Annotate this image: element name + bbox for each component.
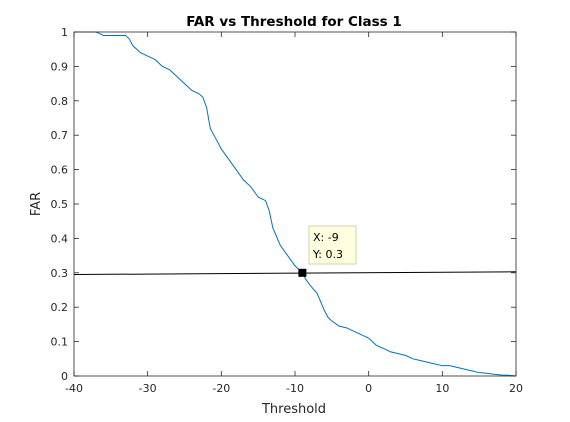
x-axis-label: Threshold xyxy=(261,402,326,417)
datatip[interactable]: X: -9 Y: 0.3 xyxy=(298,225,357,277)
y-tick-label: 0 xyxy=(61,370,68,383)
x-axis: -40 -30 -20 -10 0 10 20 xyxy=(65,32,523,395)
y-tick-label: 0.1 xyxy=(51,336,69,349)
y-tick-label: 0.3 xyxy=(51,267,69,280)
y-tick-label: 0.7 xyxy=(51,129,69,142)
y-tick-label: 0.4 xyxy=(51,232,69,245)
chart-title: FAR vs Threshold for Class 1 xyxy=(186,14,402,30)
y-tick-label: 0.9 xyxy=(51,60,69,73)
x-tick-label: 0 xyxy=(365,382,372,395)
x-tick-label: -20 xyxy=(212,382,230,395)
datatip-box xyxy=(308,225,357,265)
x-tick-label: -10 xyxy=(286,382,304,395)
series-line-2 xyxy=(73,271,517,276)
datatip-x-text: X: -9 xyxy=(313,231,339,244)
y-axis-label: FAR xyxy=(29,192,44,216)
y-tick-label: 1 xyxy=(61,26,68,39)
y-tick-label: 0.6 xyxy=(51,164,69,177)
y-tick-label: 0.2 xyxy=(51,301,69,314)
y-axis: 0 0.1 0.2 0.3 0.4 0.5 0.6 0.7 0.8 0.9 1 xyxy=(51,26,516,383)
x-tick-label: -40 xyxy=(65,382,83,395)
series-layer xyxy=(73,31,517,377)
x-tick-label: -30 xyxy=(139,382,157,395)
x-tick-label: 20 xyxy=(509,382,523,395)
y-tick-label: 0.8 xyxy=(51,95,69,108)
series-line-1 xyxy=(74,31,517,377)
datatip-marker[interactable] xyxy=(298,268,307,277)
x-tick-label: 10 xyxy=(435,382,449,395)
datatip-y-text: Y: 0.3 xyxy=(312,248,343,261)
y-tick-label: 0.5 xyxy=(51,198,69,211)
plot-area xyxy=(74,32,516,376)
